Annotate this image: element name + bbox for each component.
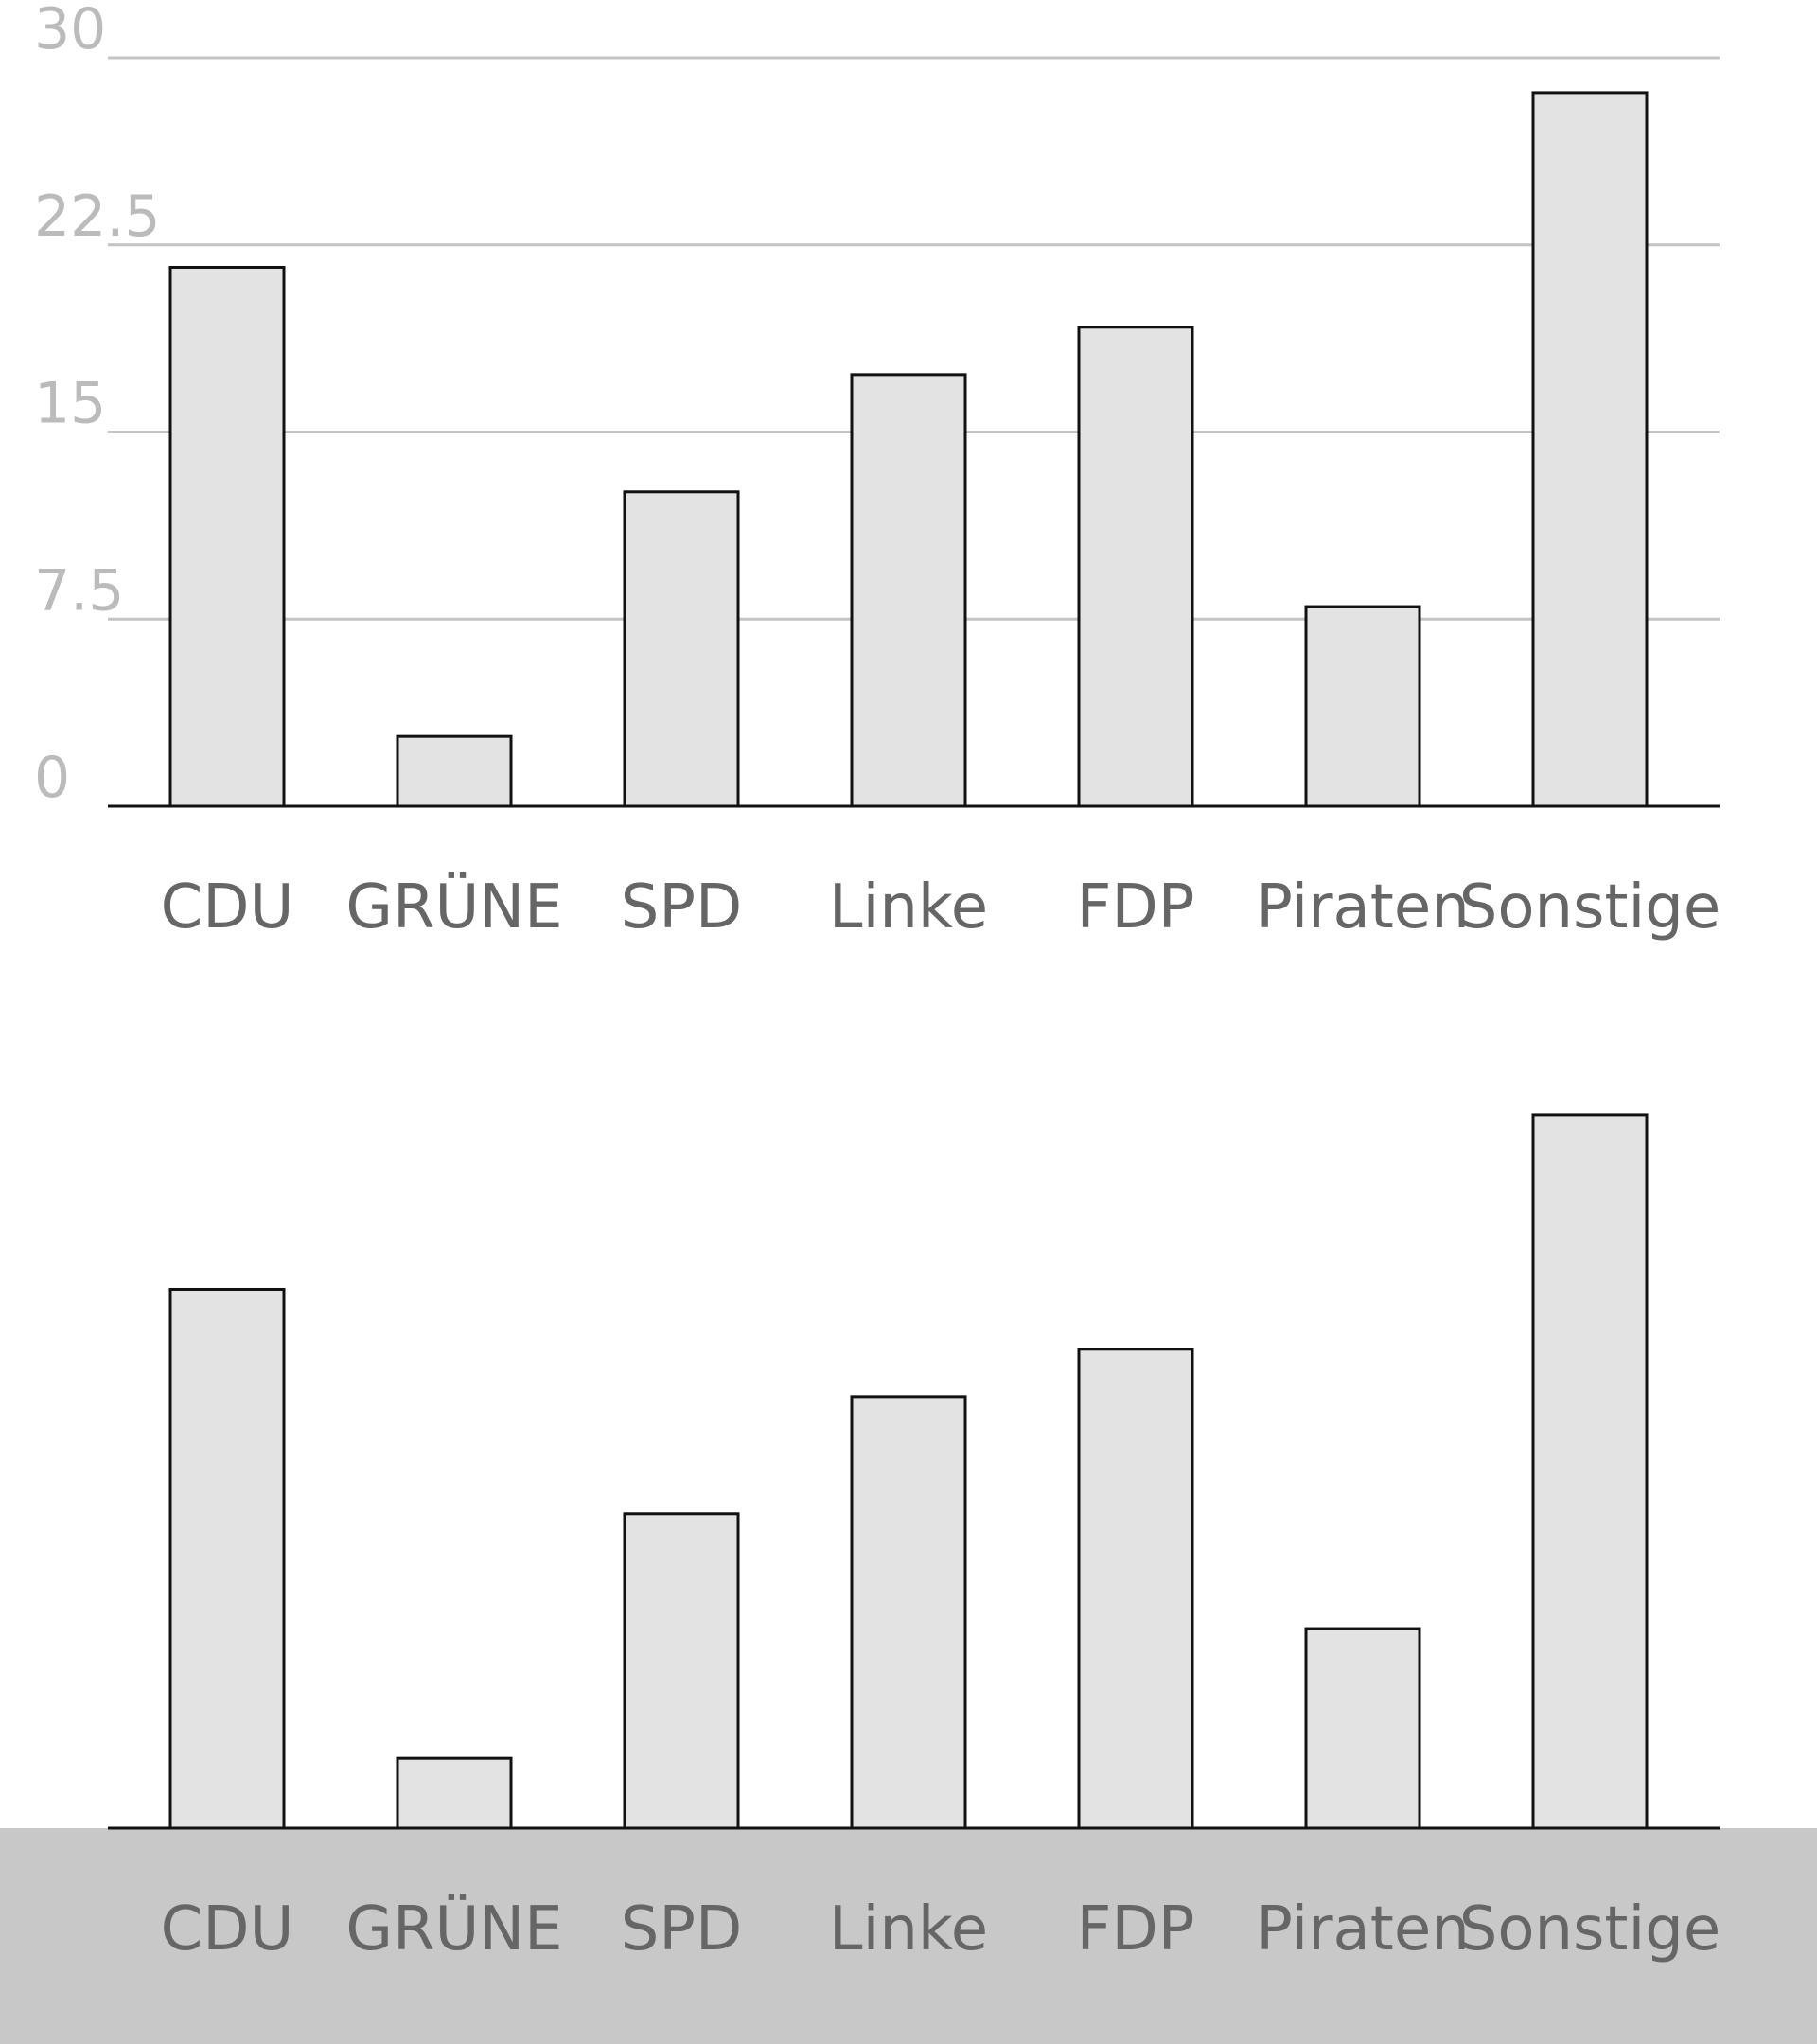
- y-tick-label: 0: [34, 745, 70, 811]
- x-tick-label: Linke: [829, 872, 988, 943]
- bar-piraten: [1304, 605, 1421, 808]
- bar-cdu: [168, 265, 286, 808]
- y-tick-label: 22.5: [34, 184, 161, 250]
- x-tick-label: FDP: [1077, 1894, 1195, 1965]
- bar-spd: [623, 490, 740, 808]
- top-bar-chart: 0 7.5 15 22.5 30 CDU GRÜNE SPD Linke FDP PiratenSo…: [34, 0, 1720, 943]
- x-tick-label: CDU: [161, 872, 294, 943]
- x-tick-label: Piraten: [1256, 1894, 1470, 1965]
- x-tick-label: CDU: [161, 1894, 294, 1965]
- bar-sonstige: [1531, 91, 1649, 808]
- y-tick-label: 15: [34, 371, 106, 437]
- x-tick-label: FDP: [1077, 872, 1195, 943]
- x-tick-label: GRÜNE: [345, 1894, 562, 1965]
- bar-spd: [623, 1512, 740, 1830]
- x-tick-label: Linke: [829, 1894, 988, 1965]
- x-tick-label: GRÜNE: [345, 872, 562, 943]
- y-tick-label: 30: [34, 0, 106, 62]
- bar-fdp: [1077, 326, 1194, 808]
- x-tick-label: Sonstige: [1459, 872, 1721, 943]
- bar-linke: [850, 1395, 967, 1830]
- x-tick-label: SPD: [621, 1894, 743, 1965]
- bar-linke: [850, 373, 967, 808]
- bar-cdu: [168, 1287, 286, 1830]
- bottom-chart-label-band: [0, 1828, 1817, 2044]
- bar-piraten: [1304, 1627, 1421, 1830]
- bar-grüne: [396, 734, 513, 808]
- x-tick-label: Piraten: [1256, 872, 1470, 943]
- bar-grüne: [396, 1756, 513, 1830]
- y-tick-label: 7.5: [34, 557, 124, 624]
- x-tick-label: SPD: [621, 872, 743, 943]
- x-tick-label: Sonstige: [1459, 1894, 1721, 1965]
- bar-fdp: [1077, 1348, 1194, 1830]
- bar-sonstige: [1531, 1113, 1649, 1830]
